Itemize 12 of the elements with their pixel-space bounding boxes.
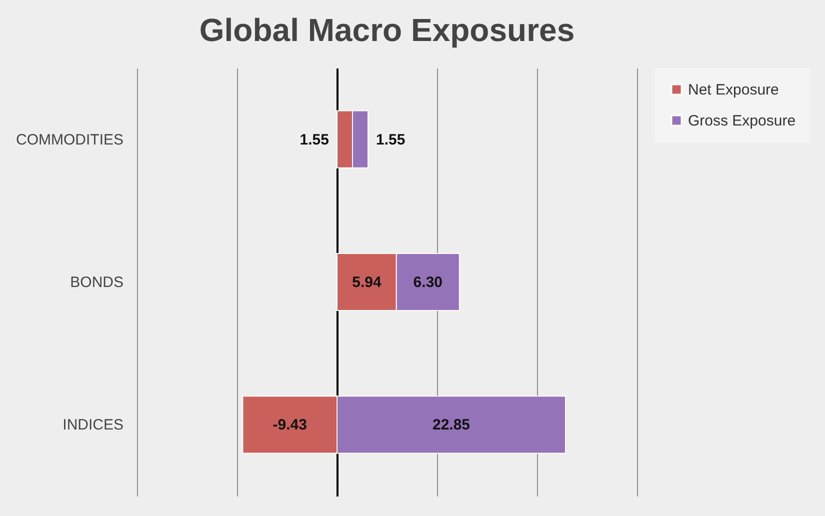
data-label: 5.94 (352, 274, 382, 291)
chart-title: Global Macro Exposures (199, 12, 575, 48)
data-label: 22.85 (432, 416, 470, 434)
y-tick-label: INDICES (62, 416, 124, 434)
y-tick-label: COMMODITIES (16, 131, 124, 148)
data-label: -9.43 (272, 416, 307, 434)
y-tick-label: BONDS (70, 274, 124, 291)
data-label: 6.30 (413, 274, 442, 291)
legend-label: Gross Exposure (688, 112, 796, 130)
data-label: 1.55 (376, 131, 406, 148)
data-label: 1.55 (300, 131, 329, 148)
legend-label: Net Exposure (688, 82, 779, 98)
